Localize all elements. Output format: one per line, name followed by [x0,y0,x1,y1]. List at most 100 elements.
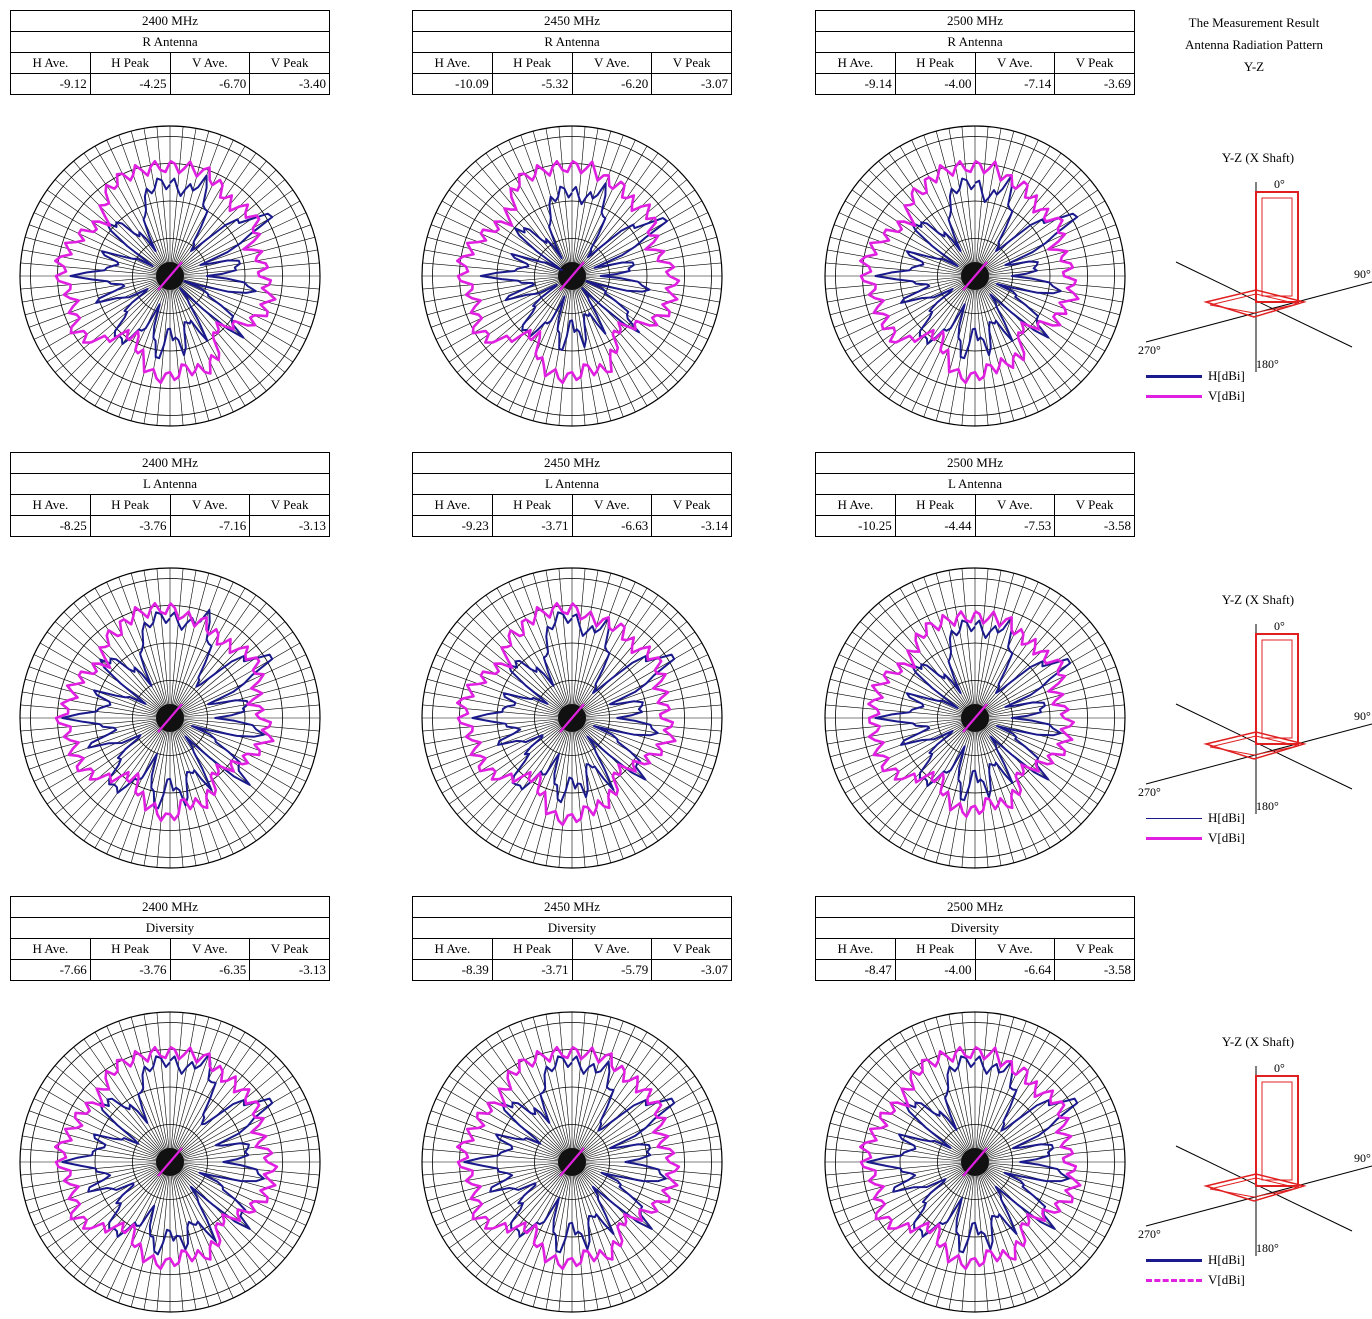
grid-spoke [545,570,573,719]
grid-spoke [143,1161,171,1310]
column-header: H Ave. [412,938,493,960]
column-header: H Peak [491,52,573,74]
grid-spoke [424,275,573,303]
grid-spoke [935,573,976,719]
grid-spoke [448,717,573,805]
grid-spoke [33,1098,171,1163]
grid-spoke [558,568,573,719]
grid-spoke [169,262,320,277]
header-line1: The Measurement Result [1188,15,1320,30]
grid-spoke [974,1161,1106,1238]
grid-spoke [558,275,573,426]
grid-spoke [571,275,722,290]
grid-spoke [974,717,1015,863]
grid-spoke [106,717,171,855]
grid-spoke [974,1075,1099,1163]
grid-spoke [441,1086,573,1163]
grid-spoke [46,1161,171,1249]
grid-spoke [25,236,171,277]
grid-spoke [427,678,573,719]
grid-spoke [54,275,171,373]
grid-spoke [545,717,573,866]
legend-h-label: H[dBi] [1208,1252,1245,1267]
feed-line [962,261,988,291]
grid-spoke [156,1012,171,1163]
grid-spoke [974,1122,1120,1163]
grid-spoke [974,1161,1062,1286]
grid-spoke [94,1031,171,1163]
grid-spoke [571,1110,714,1163]
grid-spoke [974,126,989,277]
grid-spoke [838,1098,976,1163]
series-v-line [867,610,1076,818]
grid-spoke [545,1161,573,1310]
grid-spoke [448,1075,573,1163]
grid-spoke [475,602,573,719]
grid-spoke [974,1014,1002,1163]
value-cell: -3.71 [491,959,573,981]
grid-spoke [118,275,171,418]
grid-spoke [571,275,612,421]
grid-spoke [169,570,197,719]
grid-spoke [868,1161,976,1269]
grid-spoke [974,275,1027,418]
grid-spoke [859,717,976,815]
grid-spoke [169,1046,267,1163]
series-h-line [61,608,274,810]
grid-spoke [169,200,301,277]
grid-spoke [169,568,184,719]
grid-spoke [571,1161,599,1310]
grid-spoke [54,179,171,277]
grid-spoke [424,691,573,719]
column-header: H Ave. [10,938,91,960]
grid-spoke [63,717,171,825]
column-header: H Peak [491,938,573,960]
grid-spoke [974,1017,1015,1163]
grid-spoke [571,200,703,277]
grid-spoke [974,642,1106,719]
axes-title: Y-Z (X Shaft) [1221,1034,1295,1049]
value-cell: -7.66 [10,959,91,981]
depth-axis [1175,1145,1353,1232]
polar-chart [824,125,1126,427]
grid-spoke [838,212,976,277]
grid-spoke [974,262,1125,277]
grid-spoke [435,654,573,719]
column-header: H Ave. [815,494,896,516]
grid-spoke [545,275,573,424]
grid-spoke [571,1161,696,1249]
grid-spoke [130,131,171,277]
column-header: V Peak [651,52,732,74]
grid-spoke [169,666,312,719]
grid-spoke [974,1098,1112,1163]
measurement-header: The Measurement Result Antenna Radiation… [1138,12,1370,78]
column-header: V Ave. [169,52,251,74]
grid-spoke [94,145,171,277]
grid-spoke [974,717,1112,782]
grid-spoke [888,594,976,719]
grid-spoke [169,179,286,277]
grid-spoke [825,717,976,732]
grid-spoke [974,666,1117,719]
grid-spoke [441,717,573,794]
grid-spoke [169,1086,301,1163]
grid-spoke [935,131,976,277]
grid-spoke [532,131,573,277]
grid-spoke [106,275,171,413]
grid-spoke [169,275,307,340]
grid-spoke [430,1161,573,1214]
grid-spoke [485,594,573,719]
grid-spoke [169,717,307,782]
grid-spoke [571,1161,659,1286]
grid-spoke [465,611,573,719]
value-cell: -7.53 [974,515,1056,537]
grid-spoke [571,1161,612,1307]
series-h-line [471,611,676,804]
grid-spoke [54,621,171,719]
grid-spoke [827,249,976,277]
grid-spoke [83,594,171,719]
grid-spoke [571,1075,696,1163]
value-cell: -3.07 [651,959,732,981]
value-cell: -3.76 [89,515,171,537]
grid-spoke [830,275,976,316]
